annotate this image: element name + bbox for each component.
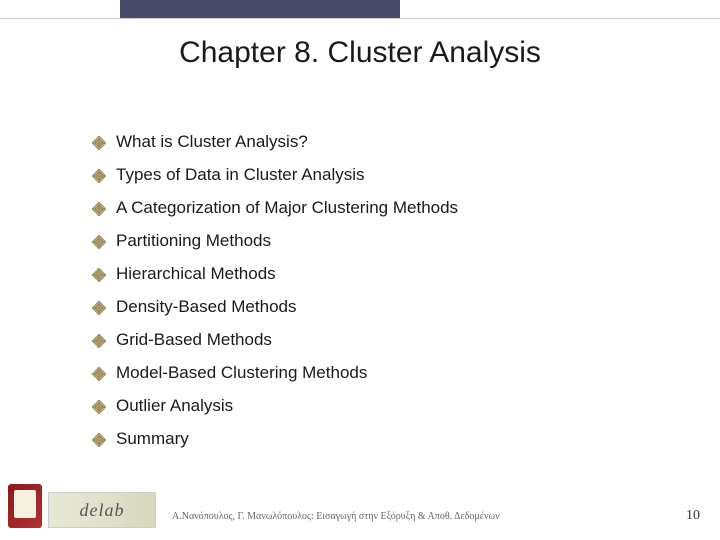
list-item-text: Types of Data in Cluster Analysis bbox=[116, 165, 365, 185]
list-item-text: A Categorization of Major Clustering Met… bbox=[116, 198, 458, 218]
list-item-text: Density-Based Methods bbox=[116, 297, 296, 317]
diamond-bullet-icon bbox=[92, 267, 106, 281]
list-item-text: What is Cluster Analysis? bbox=[116, 132, 308, 152]
diamond-bullet-icon bbox=[92, 300, 106, 314]
diamond-bullet-icon bbox=[92, 201, 106, 215]
list-item: Types of Data in Cluster Analysis bbox=[92, 165, 652, 185]
bullet-list: What is Cluster Analysis? Types of Data i… bbox=[92, 132, 652, 462]
list-item: What is Cluster Analysis? bbox=[92, 132, 652, 152]
list-item: A Categorization of Major Clustering Met… bbox=[92, 198, 652, 218]
list-item-text: Summary bbox=[116, 429, 189, 449]
decorative-top-line bbox=[0, 18, 720, 19]
diamond-bullet-icon bbox=[92, 432, 106, 446]
list-item: Partitioning Methods bbox=[92, 231, 652, 251]
institution-crest-icon bbox=[8, 484, 42, 528]
list-item-text: Grid-Based Methods bbox=[116, 330, 272, 350]
diamond-bullet-icon bbox=[92, 135, 106, 149]
list-item: Summary bbox=[92, 429, 652, 449]
diamond-bullet-icon bbox=[92, 366, 106, 380]
diamond-bullet-icon bbox=[92, 333, 106, 347]
list-item: Model-Based Clustering Methods bbox=[92, 363, 652, 383]
diamond-bullet-icon bbox=[92, 168, 106, 182]
slide-title: Chapter 8. Cluster Analysis bbox=[0, 36, 720, 70]
list-item: Hierarchical Methods bbox=[92, 264, 652, 284]
list-item-text: Hierarchical Methods bbox=[116, 264, 276, 284]
list-item-text: Model-Based Clustering Methods bbox=[116, 363, 367, 383]
list-item-text: Outlier Analysis bbox=[116, 396, 233, 416]
list-item-text: Partitioning Methods bbox=[116, 231, 271, 251]
list-item: Outlier Analysis bbox=[92, 396, 652, 416]
diamond-bullet-icon bbox=[92, 234, 106, 248]
delab-logo: delab bbox=[48, 492, 156, 528]
footer-attribution: Α.Νανόπουλος, Γ. Μανωλόπουλος: Εισαγωγή … bbox=[172, 511, 500, 522]
decorative-top-bar bbox=[120, 0, 400, 18]
list-item: Density-Based Methods bbox=[92, 297, 652, 317]
diamond-bullet-icon bbox=[92, 399, 106, 413]
slide-number: 10 bbox=[686, 508, 700, 524]
list-item: Grid-Based Methods bbox=[92, 330, 652, 350]
